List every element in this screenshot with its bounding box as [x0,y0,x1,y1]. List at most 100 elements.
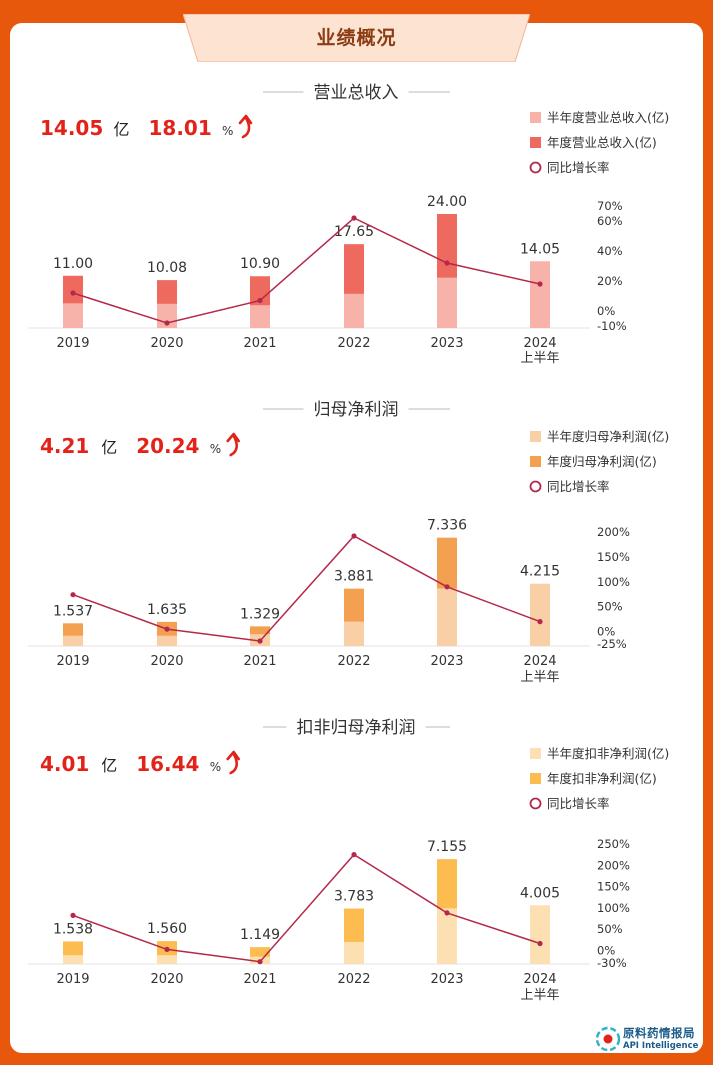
chart2-headline-growth: 20.24 [136,434,199,458]
chart2-value-label-2022: 3.881 [334,569,374,585]
chart2-legend-swatch-growth [529,480,542,493]
page-title: 业绩概况 [316,27,397,49]
chart3-right-axis-tick-3: 100% [597,901,630,915]
chart1-growth-point-2021 [257,297,263,304]
chart2-right-axis-tick-3: 50% [597,600,623,614]
chart2-right-axis-tick-0: 200% [597,525,630,539]
chart1-legend-swatch-half [530,112,541,123]
chart3-growth-point-2021 [257,959,263,965]
chart3-category-2019: 2019 [56,972,89,987]
chart1-legend-full: 年度营业总收入(亿) [547,135,657,150]
chart3-bar-half-2019 [63,955,83,964]
chart1-legend-swatch-full [530,137,541,148]
chart3-legend-growth: 同比增长率 [547,796,610,811]
chart2-growth-line [72,535,541,642]
chart2-value-label-2019: 1.537 [53,603,93,619]
chart1-value-label-2021: 10.90 [240,256,280,272]
chart1-headline-growth-unit: % [222,124,233,138]
chart3-headline-unit: 亿 [101,756,117,775]
chart1-category-2024: 2024 [523,336,556,351]
chart3-growth-point-2019 [70,912,76,919]
chart2-value-label-2024: 4.215 [520,564,560,580]
chart1-category-2022: 2022 [337,336,370,351]
chart3-growth-line [72,853,541,963]
chart3-right-axis-tick-5: 0% [597,943,615,957]
chart3-category-2024: 2024 [523,972,556,987]
chart2-value-label-2021: 1.329 [240,606,280,622]
chart3-growth-point-2022 [351,852,357,858]
chart2-bar-half-2024 [530,583,550,646]
chart3-legend-full: 年度扣非净利润(亿) [547,771,657,786]
chart3-bar-half-2024 [530,905,550,964]
chart1-legend-swatch-growth [529,161,542,174]
chart3-value-label-2019: 1.538 [53,921,93,937]
chart3-headline-growth-unit: % [210,760,221,774]
chart3-title: 扣非归母净利润 [297,718,416,738]
chart2-growth-point-2019 [70,592,76,598]
chart3-right-axis-tick-0: 250% [597,837,630,851]
chart3-value-label-2020: 1.560 [147,921,187,937]
page-title-banner: 业绩概况 [183,14,530,62]
chart3-value-label-2021: 1.149 [240,927,280,943]
chart1-up-arrow-icon [241,116,251,139]
chart2-headline-value: 4.21 [40,434,89,458]
chart2-category-2022: 2022 [337,654,370,669]
chart3-legend-swatch-half [530,748,541,759]
chart1-right-axis-tick-2: 40% [597,244,623,258]
chart3-bar-half-2022 [344,942,364,964]
chart1-category-2021: 2021 [243,336,276,351]
chart3-legend-swatch-full [530,773,541,784]
chart3-value-label-2022: 3.783 [334,889,374,905]
chart1-bar-half-2022 [344,293,364,328]
chart3-category-2023: 2023 [430,972,463,987]
chart1-legend-half: 半年度营业总收入(亿) [547,110,669,125]
chart2-legend-swatch-full [530,456,541,467]
chart2-legend-growth: 同比增长率 [547,479,610,494]
chart3-category-2021: 2021 [243,972,276,987]
chart3-growth-point-2020 [164,946,170,953]
chart2-title: 归母净利润 [314,400,399,420]
chart3-headline-value: 4.01 [40,752,89,776]
chart3-bar-half-2023 [437,908,457,964]
chart1-headline-unit: 亿 [114,120,130,139]
chart1-value-label-2024: 14.05 [520,241,560,257]
chart1-category-sub-2024: 上半年 [520,351,559,366]
chart1-bar-half-2021 [250,305,270,328]
chart1-headline-growth: 18.01 [149,116,212,140]
chart3-right-axis-tick-2: 150% [597,880,630,894]
brand-logo: 原料药情报局 API Intelligence [594,1022,709,1056]
chart3-headline-growth: 16.44 [136,752,199,776]
chart2-growth-point-2021 [257,638,263,644]
chart1-right-axis-tick-0: 70% [597,199,623,213]
chart2-right-axis-tick-5: -25% [597,637,627,651]
chart2-category-2023: 2023 [430,654,463,669]
chart1-up-arrow-head-icon [238,114,253,125]
chart3-category-sub-2024: 上半年 [520,988,559,1003]
chart3-legend-swatch-growth [529,797,542,810]
chart2-legend-swatch-half [530,431,541,442]
chart1-value-label-2019: 11.00 [53,256,93,272]
chart2-right-axis-tick-2: 100% [597,575,630,589]
chart3-right-axis-tick-1: 200% [597,858,630,872]
chart1-right-axis-tick-1: 60% [597,214,623,228]
chart3-legend-half: 半年度扣非净利润(亿) [547,746,669,761]
chart2-up-arrow-head-icon [226,432,240,443]
chart1-bar-half-2024 [530,261,550,328]
chart2-growth-point-2020 [164,626,170,632]
chart1-bar-half-2019 [63,303,83,328]
chart1-growth-point-2019 [70,290,76,296]
chart2-legend-full: 年度归母净利润(亿) [547,454,657,469]
chart3-right-axis-tick-4: 50% [597,922,623,936]
banner-shape [183,14,530,62]
brand-name: 原料药情报局 [623,1026,695,1040]
chart2-category-2024: 2024 [523,654,556,669]
chart2-up-arrow-icon [229,434,238,457]
chart2-growth-point-2022 [351,533,357,539]
chart2-growth-point-2023 [444,584,450,590]
chart3-growth-point-2024 [537,940,543,947]
chart1-bar-half-2023 [437,277,457,328]
chart2-legend-half: 半年度归母净利润(亿) [547,429,669,444]
chart1-value-label-2020: 10.08 [147,260,187,276]
chart2-right-axis-tick-1: 150% [597,550,630,564]
